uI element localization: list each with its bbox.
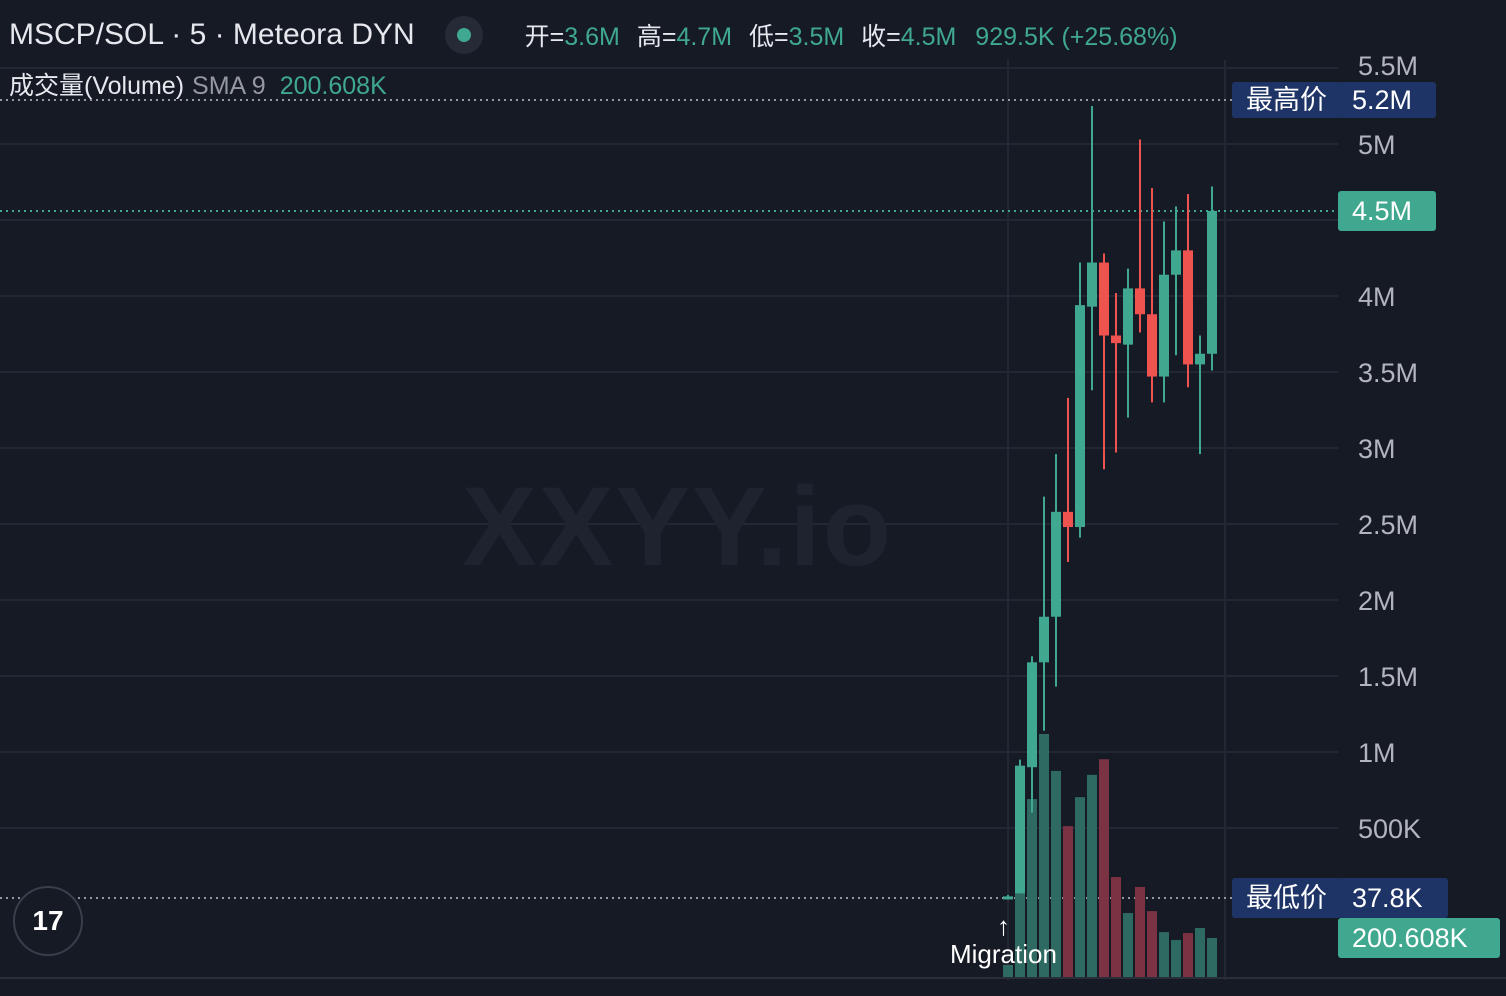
- candle-down: [1063, 511, 1073, 528]
- up-arrow-icon: ↑: [996, 911, 1010, 941]
- volume-bar: [1159, 932, 1169, 977]
- y-tick-label: 1M: [1358, 738, 1396, 768]
- y-tick-label: 3.5M: [1358, 358, 1418, 388]
- y-tick-label: 1.5M: [1358, 662, 1418, 692]
- tradingview-logo[interactable]: 17: [13, 886, 83, 956]
- volume-bar: [1183, 933, 1193, 977]
- volume-label: 成交量(Volume): [9, 72, 185, 100]
- change-value: 929.5K (+25.68%): [975, 23, 1178, 51]
- open-value: 3.6M: [564, 23, 620, 51]
- market-status-dot-icon: [444, 16, 483, 54]
- volume-bar: [1015, 893, 1025, 977]
- candle-up: [1027, 662, 1037, 768]
- volume-bar: [1075, 797, 1085, 977]
- high-price-value: 5.2M: [1338, 82, 1436, 118]
- y-tick-label: 500K: [1358, 814, 1421, 844]
- watermark: XXYY.io: [462, 464, 894, 589]
- candle-up: [1123, 288, 1133, 345]
- y-tick-label: 2.5M: [1358, 510, 1418, 540]
- volume-sma-value: 200.608K: [279, 72, 387, 100]
- close-value: 4.5M: [900, 23, 957, 51]
- y-tick-label: 2M: [1358, 586, 1396, 616]
- low-key: 低=: [748, 23, 789, 51]
- volume-bar: [1027, 799, 1037, 977]
- high-key: 高=: [636, 23, 677, 51]
- volume-bar: [1123, 913, 1133, 977]
- candle-down: [1147, 314, 1157, 377]
- y-tick-label: 5M: [1358, 130, 1396, 160]
- volume-bar: [1051, 770, 1061, 977]
- volume-bar: [1003, 964, 1013, 977]
- low-value: 3.5M: [788, 23, 845, 51]
- volume-bar: [1039, 733, 1049, 977]
- last-volume-tag: 200.608K: [1338, 918, 1500, 958]
- volume-bar: [1147, 911, 1157, 977]
- volume-bar: [1111, 877, 1121, 977]
- candle-up: [1171, 250, 1181, 275]
- volume-bar: [1087, 774, 1097, 977]
- low-price-label: 最低价: [1232, 878, 1341, 918]
- y-tick-label: 5.5M: [1358, 51, 1418, 81]
- sma-label: SMA 9: [192, 72, 266, 100]
- high-value: 4.7M: [676, 23, 733, 51]
- high-price-label: 最高价: [1232, 82, 1341, 118]
- last-price-tag: 4.5M: [1338, 191, 1436, 231]
- candle-up: [1051, 511, 1061, 617]
- migration-annotation: ↑ Migration: [950, 912, 1057, 968]
- open-key: 开=: [524, 23, 565, 51]
- low-price-value: 37.8K: [1338, 878, 1448, 918]
- volume-bar: [1171, 940, 1181, 977]
- y-tick-label: 3M: [1358, 434, 1396, 464]
- ohlc-values: 开=3.6M 高=4.7M 低=3.5M 收=4.5M 929.5K (+25.…: [515, 17, 1178, 53]
- candle-down: [1135, 288, 1145, 315]
- migration-label: Migration: [950, 939, 1057, 969]
- close-key: 收=: [861, 23, 901, 51]
- candle-up: [1159, 274, 1169, 377]
- candle-up: [1015, 765, 1025, 894]
- candle-up: [1039, 616, 1049, 663]
- volume-bar: [1207, 938, 1217, 977]
- symbol-title[interactable]: MSCP/SOL · 5 · Meteora DYN: [9, 18, 415, 51]
- volume-bar: [1099, 759, 1109, 977]
- volume-bar: [1063, 826, 1073, 977]
- candle-down: [1183, 250, 1193, 365]
- candle-up: [1003, 896, 1013, 900]
- candle-up: [1207, 210, 1217, 354]
- volume-bar: [1195, 928, 1205, 977]
- volume-bar: [1135, 886, 1145, 977]
- candle-up: [1087, 262, 1097, 307]
- candle-down: [1111, 335, 1121, 344]
- y-tick-label: 4M: [1358, 282, 1396, 312]
- tradingview-logo-icon: 17: [32, 905, 64, 936]
- volume-legend[interactable]: 成交量(Volume) SMA 9 200.608K: [9, 66, 387, 102]
- candle-down: [1099, 262, 1109, 336]
- candle-up: [1075, 305, 1085, 528]
- chart-legend: MSCP/SOL · 5 · Meteora DYN 开=3.6M 高=4.7M…: [9, 16, 1178, 54]
- candle-up: [1195, 353, 1205, 365]
